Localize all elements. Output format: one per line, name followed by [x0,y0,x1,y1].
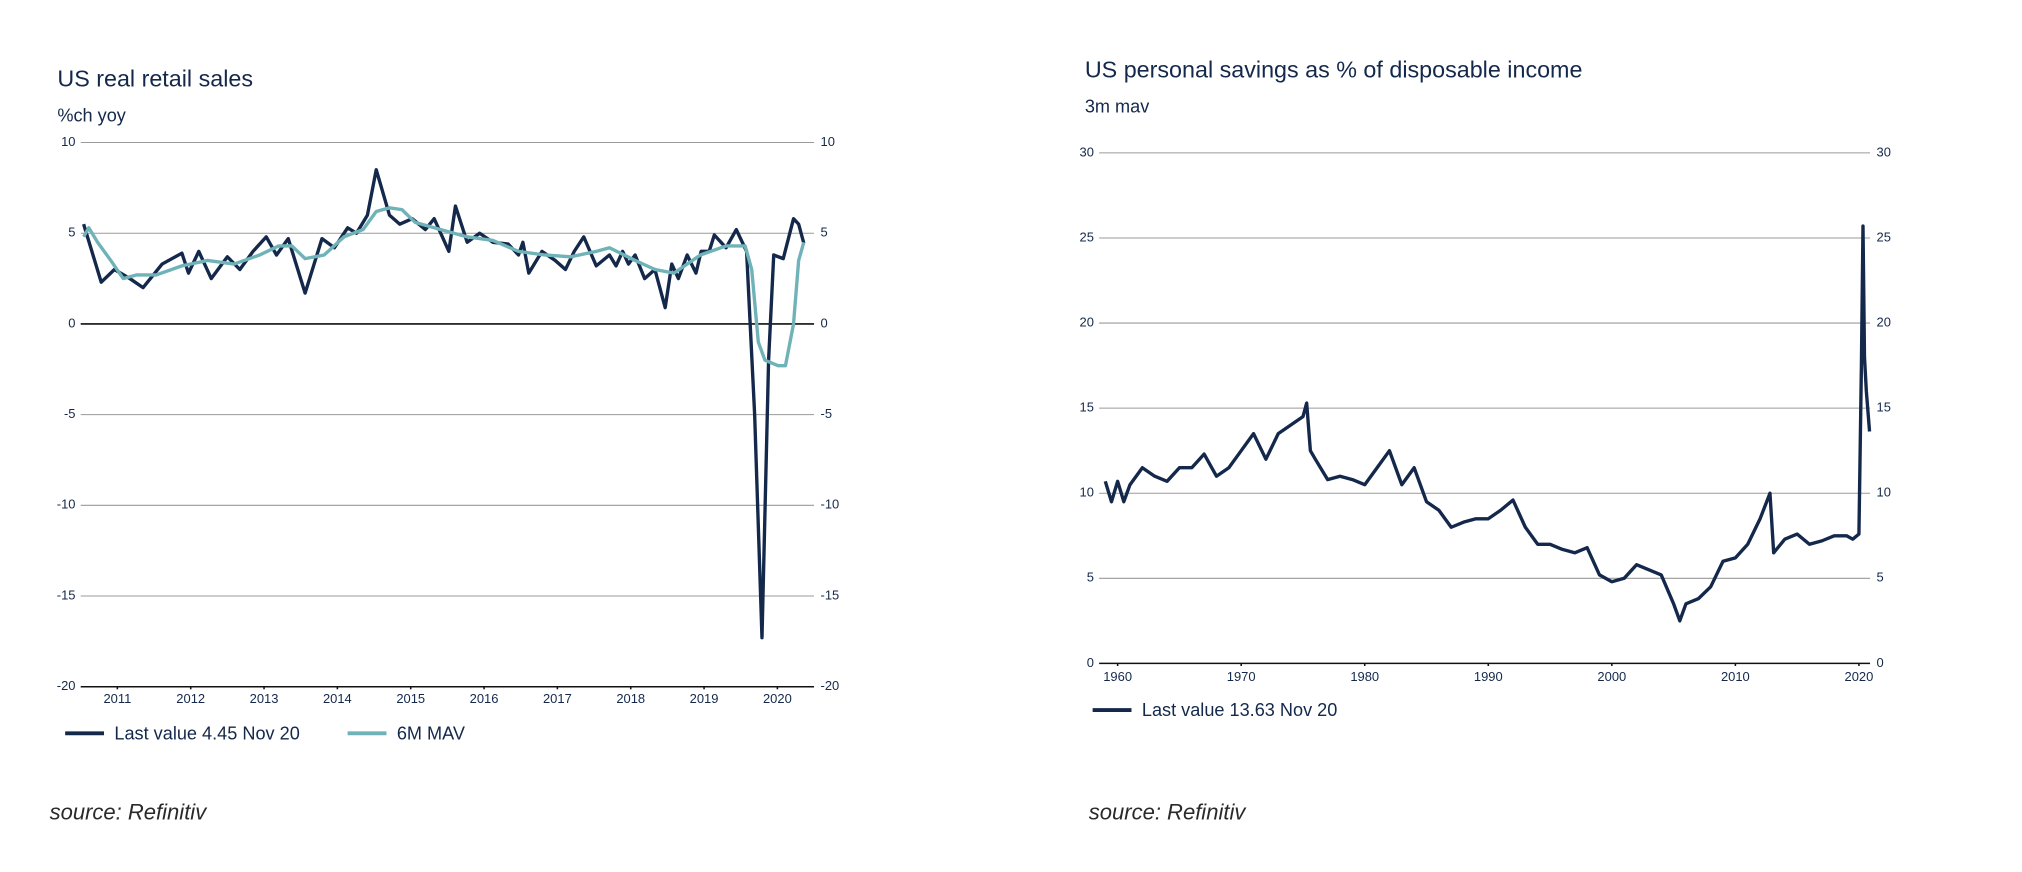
x-tick-label: 2017 [543,691,572,706]
x-tick-label: 2011 [103,691,131,706]
x-tick-label: 1990 [1474,669,1503,684]
x-tick-label: 1970 [1227,669,1256,684]
source: source: Refinitiv [1089,800,1248,825]
y-tick-label: 10 [61,134,75,149]
y-tick-label: -10 [57,497,76,512]
data-line [82,168,806,640]
y-tick-label: 5 [1087,570,1094,585]
y-tick-label: -5 [64,406,76,421]
legend-label: Last value 4.45 Nov 20 [114,723,299,743]
y2-tick-label: 10 [821,134,835,149]
source: source: Refinitiv [50,800,209,825]
x-tick-label: 2012 [176,691,205,706]
data-line [82,206,806,368]
y2-tick-label: -15 [821,587,840,602]
x-tick-label: 2015 [396,691,425,706]
x-tick-label: 2018 [616,691,645,706]
y2-tick-label: 0 [821,315,828,330]
y2-tick-label: -10 [821,497,840,512]
y2-tick-label: 5 [1877,570,1884,585]
y-tick-label: 30 [1080,144,1094,159]
chart-subtitle: %ch yoy [57,105,126,125]
x-tick-label: 1960 [1103,669,1132,684]
y-tick-label: 5 [68,225,75,240]
y-tick-label: 25 [1080,229,1094,244]
x-tick-label: 2016 [470,691,499,706]
x-tick-label: 2010 [1721,669,1750,684]
y-tick-label: -20 [57,678,76,693]
chart-title: US personal savings as % of disposable i… [1085,56,1583,82]
x-tick-label: 2020 [1845,669,1874,684]
y2-tick-label: 0 [1877,655,1884,670]
y2-tick-label: -5 [821,406,833,421]
legend-label: Last value 13.63 Nov 20 [1142,700,1337,720]
y-tick-label: 20 [1080,314,1094,329]
data-line [1103,224,1872,623]
y-tick-label: 10 [1080,485,1094,500]
y2-tick-label: -20 [821,678,840,693]
y-tick-label: 0 [68,315,75,330]
y2-tick-label: 5 [821,225,828,240]
y2-tick-label: 30 [1877,144,1891,159]
x-tick-label: 2013 [250,691,279,706]
x-tick-label: 1980 [1350,669,1379,684]
chart-subtitle: 3m mav [1085,96,1149,116]
x-tick-label: 2019 [690,691,719,706]
y2-tick-label: 20 [1877,314,1891,329]
y-tick-label: 15 [1080,400,1094,415]
y-tick-label: -15 [57,587,76,602]
y2-tick-label: 25 [1877,229,1891,244]
x-tick-label: 2020 [763,691,792,706]
x-tick-label: 2014 [323,691,352,706]
y-tick-label: 0 [1087,655,1094,670]
chart-title: US real retail sales [57,65,253,91]
y2-tick-label: 15 [1877,400,1891,415]
x-tick-label: 2000 [1597,669,1626,684]
legend-label: 6M MAV [397,723,466,743]
y2-tick-label: 10 [1877,485,1891,500]
